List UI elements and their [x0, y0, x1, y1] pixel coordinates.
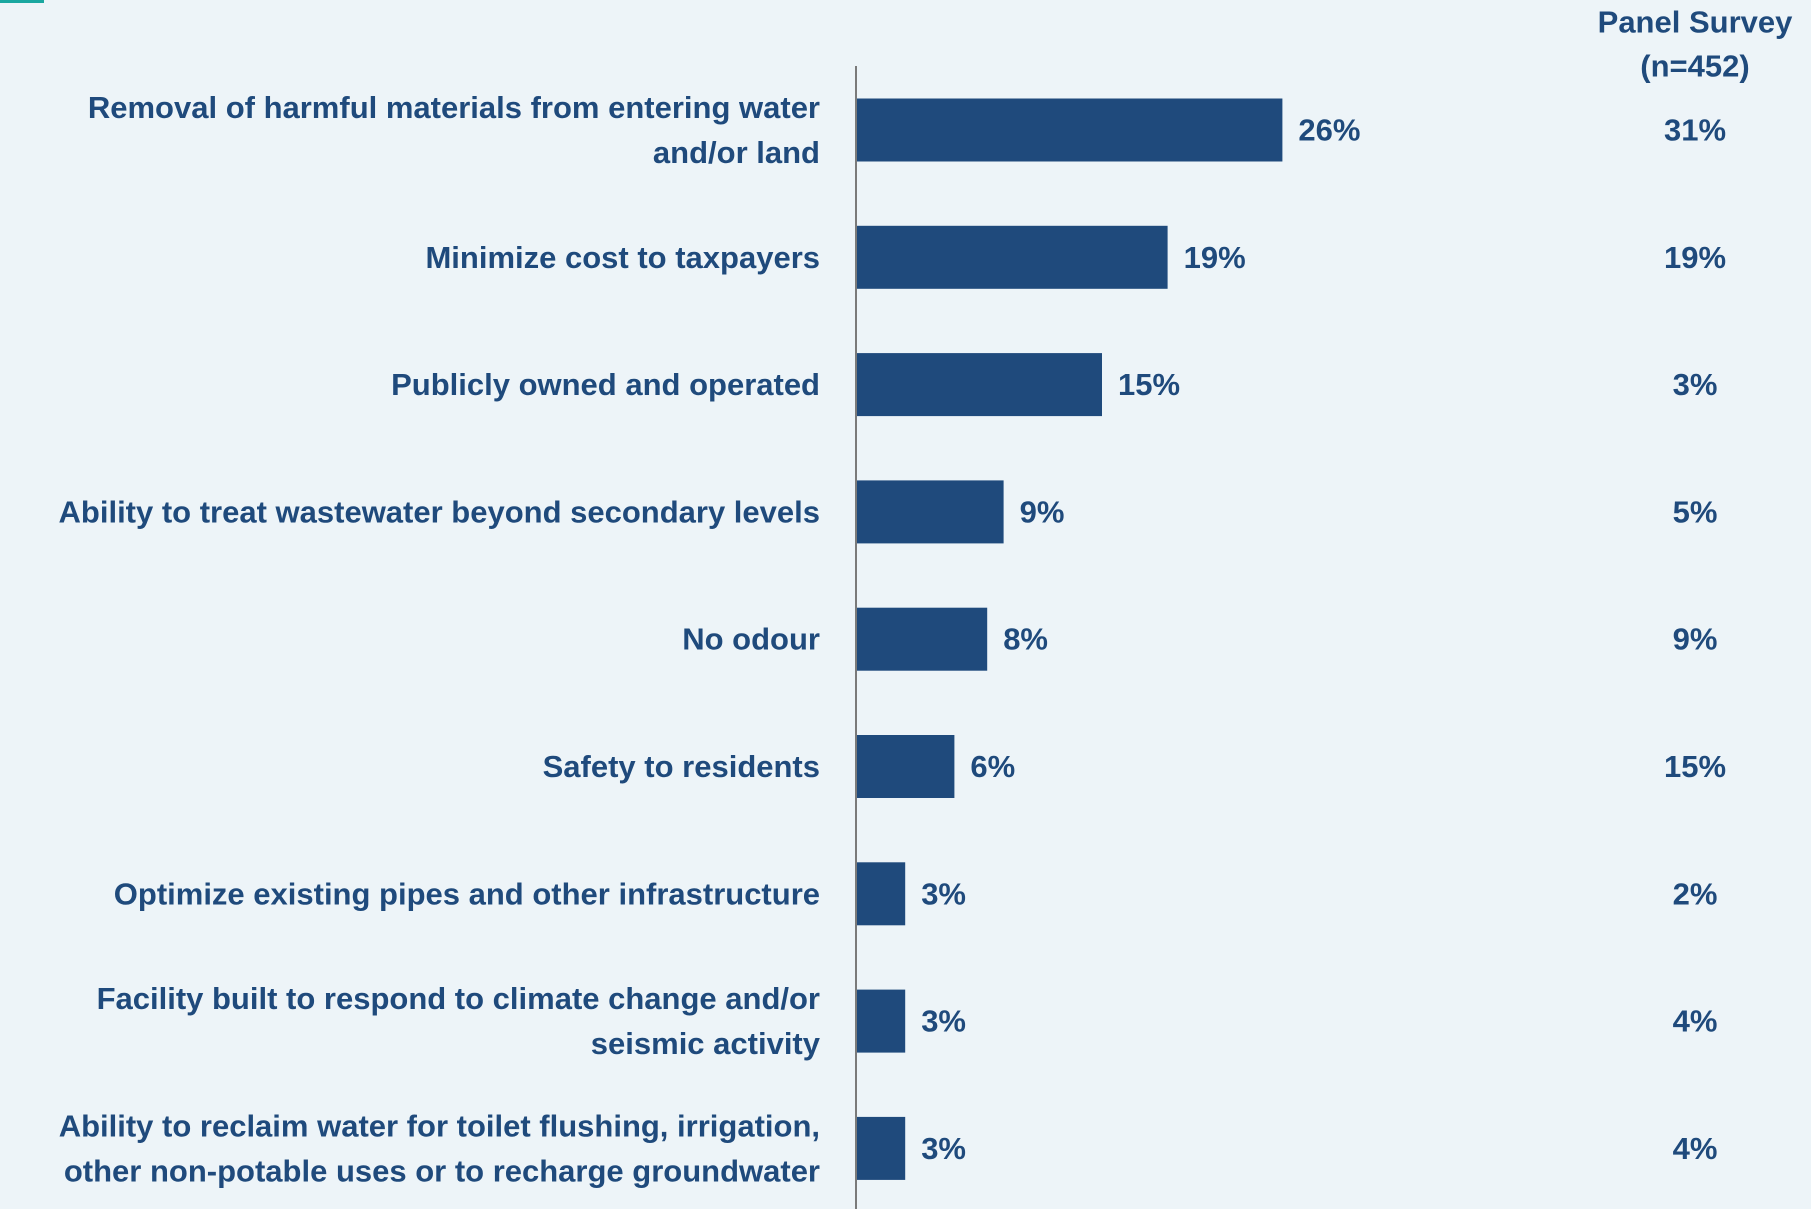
panel-survey-value: 4%: [1673, 1131, 1718, 1166]
category-label-line: other non-potable uses or to recharge gr…: [64, 1153, 820, 1188]
category-label-line: and/or land: [653, 135, 820, 170]
category-label-line: Removal of harmful materials from enteri…: [88, 90, 820, 125]
category-label: Minimize cost to taxpayers: [425, 240, 820, 275]
panel-survey-value: 2%: [1673, 876, 1718, 911]
panel-survey-value: 5%: [1673, 494, 1718, 529]
chart-row: No odour 8% 9%: [682, 607, 1718, 671]
panel-survey-value: 15%: [1664, 749, 1726, 784]
accent-mark: [0, 0, 44, 3]
bar: [856, 735, 955, 798]
category-label-line: Minimize cost to taxpayers: [425, 240, 820, 275]
panel-survey-header: Panel Survey (n=452): [1598, 5, 1793, 84]
category-label: Removal of harmful materials from enteri…: [88, 90, 820, 170]
panel-survey-value: 19%: [1664, 240, 1726, 275]
category-label-line: Safety to residents: [543, 749, 820, 784]
bar-value-label: 6%: [970, 749, 1015, 784]
chart-row: Ability to reclaim water for toilet flus…: [59, 1108, 1718, 1188]
bar: [856, 989, 906, 1053]
chart-rows: Removal of harmful materials from enteri…: [59, 90, 1727, 1188]
panel-survey-sample-size: (n=452): [1640, 49, 1749, 84]
chart-row: Ability to treat wastewater beyond secon…: [59, 480, 1718, 544]
category-label-line: Facility built to respond to climate cha…: [97, 981, 820, 1016]
chart-row: Publicly owned and operated 15% 3%: [391, 353, 1718, 417]
chart-row: Optimize existing pipes and other infras…: [114, 862, 1718, 926]
category-label-line: Publicly owned and operated: [391, 367, 820, 402]
category-label: Publicly owned and operated: [391, 367, 820, 402]
category-label-line: No odour: [682, 622, 820, 657]
bar: [856, 862, 906, 926]
bar-value-label: 15%: [1118, 367, 1180, 402]
category-label: Facility built to respond to climate cha…: [97, 981, 821, 1061]
category-label: Ability to reclaim water for toilet flus…: [59, 1108, 820, 1188]
bar-value-label: 3%: [921, 1004, 966, 1039]
bar-value-label: 26%: [1298, 113, 1360, 148]
category-label-line: seismic activity: [591, 1026, 821, 1061]
category-label-line: Optimize existing pipes and other infras…: [114, 876, 820, 911]
category-label-line: Ability to treat wastewater beyond secon…: [59, 494, 820, 529]
category-label: No odour: [682, 622, 820, 657]
bar-value-label: 3%: [921, 1131, 966, 1166]
bar: [856, 353, 1102, 417]
bar: [856, 607, 988, 671]
bar: [856, 1116, 906, 1180]
panel-survey-title: Panel Survey: [1598, 5, 1793, 40]
category-label: Optimize existing pipes and other infras…: [114, 876, 820, 911]
bar-value-label: 8%: [1003, 622, 1048, 657]
category-label-line: Ability to reclaim water for toilet flus…: [59, 1108, 820, 1143]
bar: [856, 480, 1004, 544]
chart-row: Removal of harmful materials from enteri…: [88, 90, 1726, 170]
panel-survey-value: 3%: [1673, 367, 1718, 402]
panel-survey-value: 4%: [1673, 1004, 1718, 1039]
panel-survey-value: 31%: [1664, 113, 1726, 148]
chart-row: Safety to residents 6% 15%: [543, 735, 1726, 798]
panel-survey-value: 9%: [1673, 622, 1718, 657]
bar-value-label: 19%: [1184, 240, 1246, 275]
bar-value-label: 3%: [921, 876, 966, 911]
category-label: Ability to treat wastewater beyond secon…: [59, 494, 820, 529]
chart-row: Facility built to respond to climate cha…: [97, 981, 1718, 1061]
bar: [856, 98, 1283, 162]
category-label: Safety to residents: [543, 749, 820, 784]
bar-value-label: 9%: [1020, 494, 1065, 529]
chart-row: Minimize cost to taxpayers 19% 19%: [425, 225, 1726, 289]
bar: [856, 225, 1168, 289]
